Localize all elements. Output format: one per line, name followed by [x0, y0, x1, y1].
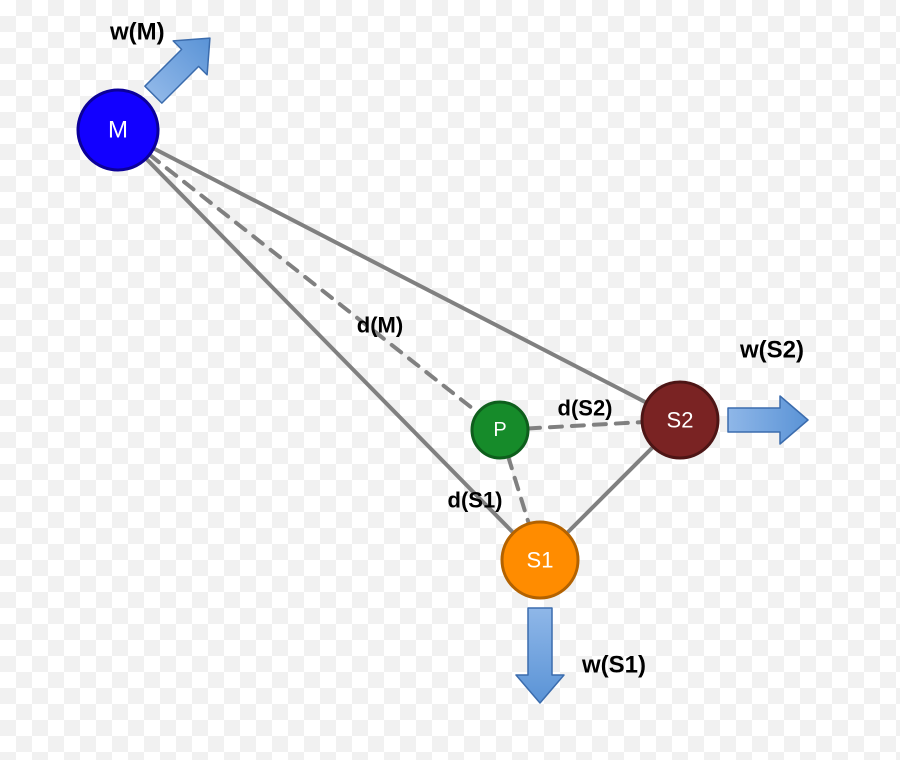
- node-label-M: M: [108, 117, 128, 144]
- arrow-label-S2: w(S2): [739, 337, 804, 364]
- edge-dashed-P-S1: [508, 457, 529, 524]
- edge-M-S1: [146, 159, 513, 533]
- edge-S1-S2: [567, 447, 653, 533]
- arrow-S2: [728, 396, 808, 444]
- edge-M-S2: [154, 148, 647, 402]
- edges-layer: [146, 148, 653, 533]
- arrow-label-S1: w(S1): [581, 652, 646, 679]
- arrows-layer: [136, 21, 808, 703]
- labels-layer: d(M) d(S2) d(S1) w(M) w(S2) w(S1): [109, 19, 804, 679]
- arrow-label-M: w(M): [109, 19, 165, 46]
- nodes-layer: M P S1 S2: [78, 90, 718, 598]
- edge-dashed-M-P: [149, 155, 478, 413]
- edge-dashed-P-S2: [528, 422, 642, 428]
- node-M: M: [78, 90, 158, 170]
- node-P: P: [472, 402, 528, 458]
- node-label-P: P: [493, 419, 506, 441]
- arrow-S1: [516, 608, 564, 703]
- node-S2: S2: [642, 382, 718, 458]
- node-label-S1: S1: [527, 548, 554, 573]
- node-label-S2: S2: [667, 408, 694, 433]
- edge-label-P-S2: d(S2): [558, 396, 613, 421]
- edge-label-P-S1: d(S1): [448, 488, 503, 513]
- edge-label-M-P: d(M): [357, 313, 403, 338]
- node-S1: S1: [502, 522, 578, 598]
